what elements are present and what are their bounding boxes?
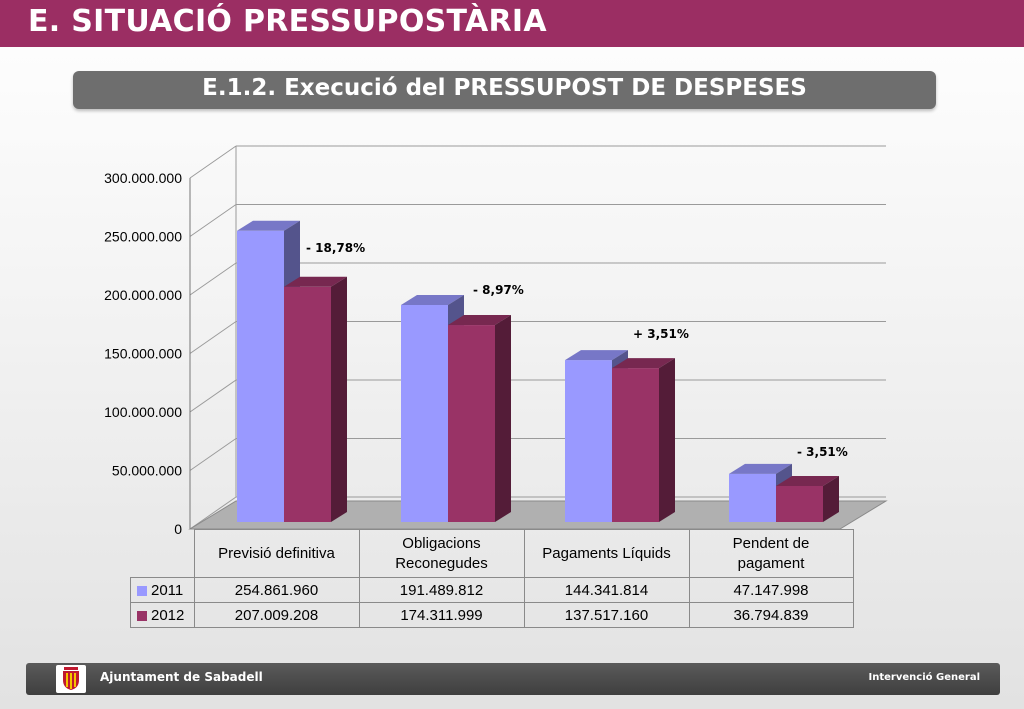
y-tick-label: 250.000.000 <box>104 229 182 245</box>
bar <box>612 368 659 522</box>
bar-side <box>495 315 511 522</box>
category-label: Previsió definitiva <box>218 544 335 562</box>
gridline-depth <box>189 262 237 296</box>
bar-side <box>331 276 347 522</box>
department-name: Intervenció General <box>868 672 980 683</box>
bar-side <box>823 475 839 522</box>
bar-top <box>284 276 347 287</box>
gridline-depth <box>189 145 237 179</box>
value-cell: 144.341.814 <box>523 577 690 603</box>
data-table-header: Previsió definitiva Obligacions Reconegud… <box>131 529 854 578</box>
category-label: Pagaments Líquids <box>542 544 671 562</box>
y-tick-label: 100.000.000 <box>104 404 182 420</box>
category-label: Obligacions <box>402 534 481 552</box>
chart-title: E.1.2. Execució del PRESSUPOST DE DESPES… <box>202 75 807 101</box>
legend-swatch <box>137 585 147 596</box>
footer-bar: Ajuntament de Sabadell Intervenció Gener… <box>26 663 1000 695</box>
value-cell: 254.861.960 <box>193 577 360 603</box>
slide-title: E. SITUACIÓ PRESSUPOSTÀRIA <box>28 4 547 39</box>
change-annotation: + 3,51% <box>633 327 689 341</box>
bar <box>237 230 284 522</box>
data-table-row-2012: 2012 207.009.208 174.311.999 137.517.160… <box>130 602 854 628</box>
bar-top <box>401 294 464 305</box>
y-tick-label: 50.000.000 <box>112 463 182 479</box>
category-cell: Previsió definitiva <box>193 529 360 578</box>
bar-top <box>565 350 628 361</box>
category-cell: Obligacions Reconegudes <box>358 529 525 578</box>
value-cell: 36.794.839 <box>688 602 854 628</box>
gridline-depth <box>189 438 237 471</box>
value-cell: 47.147.998 <box>688 577 854 603</box>
value-cell: 191.489.812 <box>358 577 525 603</box>
y-tick-label: 200.000.000 <box>104 287 182 303</box>
legend-swatch <box>137 610 147 621</box>
gridline-depth <box>189 496 237 530</box>
legend-entry-2011: 2011 <box>130 577 195 603</box>
data-table: Previsió definitiva Obligacions Reconegud… <box>130 529 854 628</box>
bar-top <box>776 475 839 486</box>
y-tick-label: 150.000.000 <box>104 346 182 362</box>
bar-chart: 0 50.000.000 100.000.000 150.000.000 200.000… <box>104 145 888 537</box>
bar-top <box>448 315 511 326</box>
value-cell: 174.311.999 <box>358 602 525 628</box>
table-corner <box>131 530 195 578</box>
bar <box>401 304 448 522</box>
y-tick-label: 300.000.000 <box>104 170 182 186</box>
value-cell: 207.009.208 <box>193 602 360 628</box>
data-table-row-2011: 2011 254.861.960 191.489.812 144.341.814… <box>130 577 854 603</box>
bar-top <box>612 358 675 369</box>
bar <box>448 325 495 522</box>
bar-top <box>729 463 792 474</box>
category-label: pagament <box>737 554 805 572</box>
category-cell: Pendent de pagament <box>688 529 854 578</box>
bar <box>729 473 776 522</box>
category-cell: Pagaments Líquids <box>523 529 690 578</box>
gridline-depth <box>189 204 237 237</box>
bar-top <box>237 220 300 231</box>
y-tick-label: 0 <box>174 521 182 537</box>
series-name: 2011 <box>151 581 184 599</box>
legend-entry-2012: 2012 <box>130 602 195 628</box>
bar <box>284 286 331 522</box>
value-cell: 137.517.160 <box>523 602 690 628</box>
bar <box>565 360 612 522</box>
city-coat-of-arms-logo <box>56 665 86 693</box>
series-name: 2012 <box>151 606 185 624</box>
change-annotation: - 18,78% <box>306 241 365 255</box>
gridline-depth <box>189 321 237 354</box>
organization-name: Ajuntament de Sabadell <box>100 670 263 684</box>
bar-side <box>659 358 675 522</box>
change-annotation: - 8,97% <box>473 283 524 297</box>
change-annotation: - 3,51% <box>797 445 848 459</box>
category-label: Pendent de <box>732 534 810 552</box>
bar <box>776 485 823 522</box>
subtitle-bar: E.1.2. Execució del PRESSUPOST DE DESPES… <box>73 71 936 109</box>
title-bar: E. SITUACIÓ PRESSUPOSTÀRIA <box>0 0 1024 47</box>
gridline-depth <box>189 379 237 413</box>
category-label: Reconegudes <box>395 554 488 572</box>
